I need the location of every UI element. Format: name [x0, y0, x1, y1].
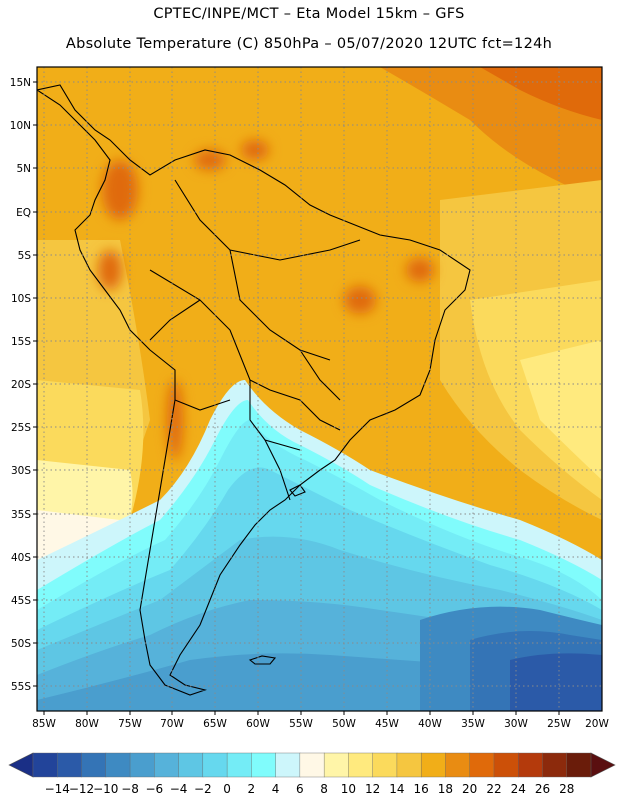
lon-label: 30W	[504, 718, 528, 730]
colorbar-label: 12	[365, 782, 380, 796]
latitude-labels: 15N 10N 5N EQ 5S 10S 15S 20S 25S 30S 35S…	[10, 77, 32, 693]
colorbar-swatch	[493, 752, 519, 778]
lat-label: 15N	[10, 77, 31, 89]
map-title-line1: CPTEC/INPE/MCT – Eta Model 15km – GFS	[153, 6, 465, 22]
colorbar-swatch	[129, 752, 155, 778]
colorbar-label: −4	[170, 782, 188, 796]
colorbar-swatch	[154, 752, 180, 778]
colorbar-label: −12	[69, 782, 94, 796]
lon-label: 70W	[160, 718, 184, 730]
colorbar-label: 8	[320, 782, 328, 796]
colorbar-swatch	[469, 752, 495, 778]
colorbar-swatch	[275, 752, 301, 778]
lat-label: 30S	[11, 465, 31, 477]
lat-label: 35S	[11, 509, 31, 521]
colorbar-label: −8	[121, 782, 139, 796]
lon-label: 60W	[246, 718, 270, 730]
colorbar-swatch	[518, 752, 543, 778]
colorbar-label: 18	[438, 782, 453, 796]
temperature-field	[37, 67, 602, 711]
colorbar-swatch	[323, 752, 349, 778]
coastline	[37, 84, 471, 696]
lat-label: 10S	[11, 293, 31, 305]
colorbar: −14−12−10 −8 −6 −4 −2 0 2 4 6 8 10 12 14 16 18 20 22 24 26…	[8, 752, 616, 796]
colorbar-label: 14	[389, 782, 404, 796]
colorbar-label: 22	[486, 782, 501, 796]
lon-label: 75W	[118, 718, 142, 730]
colorbar-label: 10	[341, 782, 356, 796]
colorbar-label: 2	[248, 782, 256, 796]
lat-label: 5N	[16, 163, 31, 175]
colorbar-label: 6	[296, 782, 304, 796]
lon-label: 85W	[32, 718, 56, 730]
map-frame	[36, 66, 603, 712]
lat-label: 45S	[11, 595, 31, 607]
lat-label: 40S	[11, 552, 31, 564]
colorbar-swatch	[445, 752, 471, 778]
lon-label: 25W	[547, 718, 571, 730]
colorbar-swatch	[542, 752, 568, 778]
lon-label: 65W	[203, 718, 227, 730]
colorbar-label: −14	[45, 782, 70, 796]
colorbar-label: 16	[414, 782, 429, 796]
colorbar-swatch	[226, 752, 252, 778]
axis-ticks	[33, 81, 560, 715]
lon-label: 50W	[332, 718, 356, 730]
colorbar-swatch	[105, 752, 131, 778]
colorbar-swatch	[420, 752, 446, 778]
colorbar-label: −10	[93, 782, 118, 796]
lon-label: 40W	[418, 718, 442, 730]
lat-label: 10N	[10, 120, 31, 132]
colorbar-swatch	[57, 752, 83, 778]
lat-label: 25S	[11, 422, 31, 434]
lat-label: 15S	[11, 336, 31, 348]
colorbar-left-arrow	[8, 752, 34, 778]
colorbar-swatch	[81, 752, 107, 778]
colorbar-swatch	[178, 752, 204, 778]
colorbar-label: 0	[223, 782, 231, 796]
map-title-line2: Absolute Temperature (C) 850hPa – 05/07/…	[65, 36, 553, 52]
colorbar-swatch	[299, 752, 325, 778]
colorbar-swatch	[396, 752, 422, 778]
colorbar-swatch	[348, 752, 374, 778]
lat-label: 5S	[18, 250, 32, 262]
colorbar-label: −6	[145, 782, 163, 796]
lon-label: 45W	[375, 718, 399, 730]
colorbar-swatch	[566, 752, 592, 778]
lat-label: EQ	[16, 207, 31, 219]
lat-label: 50S	[11, 638, 31, 650]
colorbar-swatch	[372, 752, 398, 778]
lon-label: 20W	[585, 718, 609, 730]
colorbar-swatch	[202, 752, 228, 778]
colorbar-label: 4	[272, 782, 280, 796]
lon-label: 35W	[461, 718, 485, 730]
graticule	[37, 67, 602, 711]
lon-label: 55W	[289, 718, 313, 730]
colorbar-label: 20	[462, 782, 477, 796]
colorbar-label: 28	[559, 782, 574, 796]
lon-label: 80W	[75, 718, 99, 730]
colorbar-label: 26	[535, 782, 550, 796]
lat-label: 55S	[11, 681, 31, 693]
colorbar-swatch	[32, 752, 58, 778]
colorbar-label: −2	[194, 782, 212, 796]
colorbar-swatch	[251, 752, 277, 778]
lat-label: 20S	[11, 379, 31, 391]
longitude-labels: 85W 80W 75W 70W 65W 60W 55W 50W 45W 40W …	[32, 718, 609, 730]
colorbar-label: 24	[511, 782, 526, 796]
colorbar-right-arrow	[590, 752, 616, 778]
